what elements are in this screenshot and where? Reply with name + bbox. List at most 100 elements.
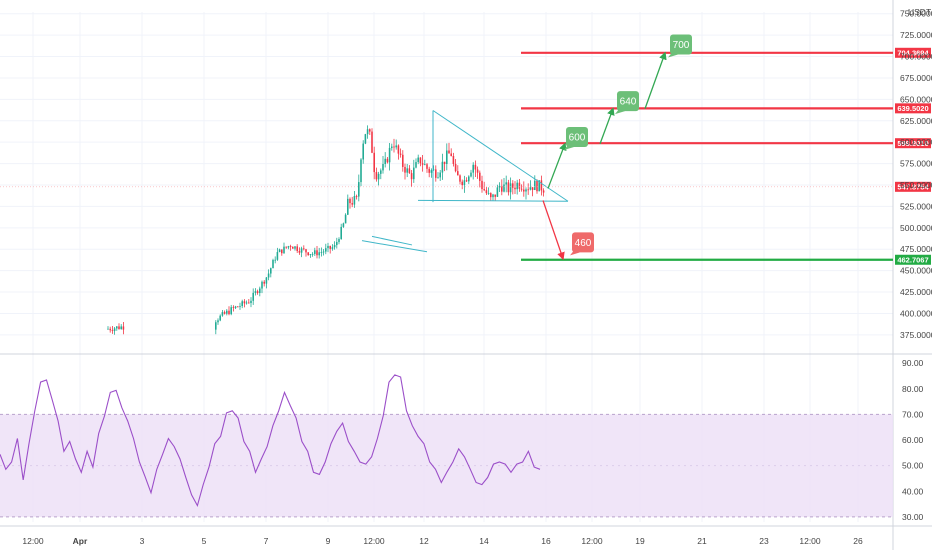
- candle-body: [514, 187, 516, 190]
- candle-body: [344, 214, 347, 224]
- candle-body: [441, 161, 444, 173]
- candle-body: [272, 259, 274, 269]
- x-tick-label: 21: [697, 536, 707, 546]
- candle-body: [408, 168, 411, 174]
- y-tick-label: 525.0000: [900, 201, 932, 211]
- candle-body: [307, 252, 309, 255]
- candle-body: [465, 180, 468, 182]
- x-tick-label: Apr: [73, 536, 88, 546]
- candle-body: [397, 145, 400, 154]
- candle-body: [120, 326, 122, 329]
- candle-body: [261, 281, 263, 289]
- candle-body: [454, 163, 457, 172]
- flag-lower-trendline: [361, 240, 428, 253]
- candle-body: [230, 307, 232, 315]
- candle-body: [221, 312, 224, 316]
- candle-body: [226, 310, 228, 314]
- candle-body: [494, 194, 496, 197]
- candle-body: [320, 252, 323, 253]
- callout-pointer: [564, 145, 574, 151]
- candle-body: [459, 175, 461, 182]
- candle-body: [540, 180, 543, 191]
- candle-body: [461, 181, 463, 185]
- candle-body: [520, 188, 523, 190]
- candle-body: [338, 239, 340, 243]
- price-tag-box: [895, 181, 931, 192]
- candle-body: [373, 152, 375, 173]
- candle-body: [289, 246, 292, 247]
- candle-body: [292, 246, 294, 249]
- x-tick-label: 12:00: [363, 536, 385, 546]
- candle-body: [270, 268, 272, 274]
- candle-body: [452, 155, 455, 164]
- candle-body: [538, 180, 540, 192]
- candle-body: [485, 190, 488, 194]
- y-tick-label: 450.0000: [900, 266, 932, 276]
- candle-body: [263, 281, 265, 284]
- y-tick-label: 500.0000: [900, 223, 932, 233]
- candle-body: [417, 157, 419, 163]
- candle-body: [406, 168, 408, 173]
- price-tag-text: 639.5020: [897, 104, 928, 113]
- candle-body: [470, 172, 472, 177]
- candle-body: [294, 246, 296, 249]
- candle-body: [296, 246, 298, 251]
- candle-body: [487, 193, 490, 194]
- candle-body: [536, 180, 538, 192]
- candle-body: [349, 198, 351, 204]
- candle-body: [388, 147, 391, 163]
- arrow-to-600: [547, 142, 567, 189]
- rsi-tick-label: 70.00: [902, 409, 924, 419]
- candle-body: [393, 146, 395, 148]
- x-tick-label: 12:00: [799, 536, 821, 546]
- candle-body: [377, 173, 380, 180]
- callout-640: 640: [615, 91, 639, 115]
- price-tag-text: 547.8754: [897, 183, 929, 192]
- candle-body: [525, 189, 527, 192]
- y-tick-label: 400.0000: [900, 308, 932, 318]
- price-tag: 598.8010: [895, 138, 931, 149]
- candle-body: [468, 176, 470, 182]
- candle-body: [404, 166, 406, 173]
- candle-body: [265, 277, 268, 284]
- candle-body: [353, 196, 356, 205]
- candle-body: [399, 153, 402, 155]
- candle-body: [362, 143, 364, 160]
- rsi-tick-label: 60.00: [902, 435, 924, 445]
- y-tick-label: 675.0000: [900, 73, 932, 83]
- candle-body: [498, 185, 501, 188]
- y-tick-label: 425.0000: [900, 287, 932, 297]
- candle-body: [355, 196, 358, 197]
- candle-body: [443, 161, 446, 165]
- candle-body: [314, 250, 316, 254]
- flag-upper-trendline: [371, 235, 413, 246]
- y-tick-label: 750.0000: [900, 9, 932, 19]
- candle-body: [360, 159, 362, 183]
- price-tag: 462.7067: [895, 254, 931, 265]
- arrow-to-640: [599, 107, 615, 145]
- candle-body: [111, 330, 114, 332]
- rsi-tick-label: 30.00: [902, 512, 924, 522]
- candle-body: [351, 203, 353, 205]
- candle-body: [483, 189, 485, 191]
- callout-box: [566, 127, 588, 148]
- candle-body: [250, 300, 252, 304]
- candle-body: [333, 245, 336, 248]
- candle-body: [371, 131, 373, 153]
- candle-body: [415, 162, 417, 168]
- candle-body: [492, 194, 494, 198]
- candle-body: [410, 173, 413, 180]
- candle-body: [219, 315, 221, 321]
- candle-body: [234, 306, 237, 308]
- callout-label: 640: [620, 97, 637, 108]
- candle-body: [505, 182, 507, 185]
- price-tag-box: [895, 138, 931, 149]
- candle-body: [490, 193, 492, 198]
- candle-body: [237, 306, 239, 308]
- x-tick-label: 14: [479, 536, 489, 546]
- rsi-line: [0, 374, 541, 508]
- y-tick-label: 700.0000: [900, 52, 932, 62]
- currency-label: USDT: [908, 7, 931, 17]
